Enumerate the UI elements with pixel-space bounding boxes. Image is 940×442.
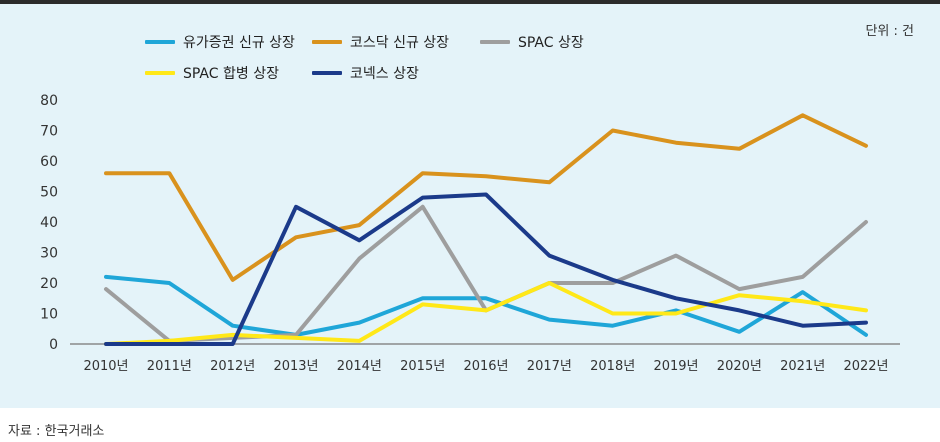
y-tick-label: 40 — [40, 215, 58, 231]
y-tick-label: 30 — [40, 246, 58, 262]
series-line-2 — [104, 204, 868, 343]
legend-label: SPAC 합병 상장 — [183, 66, 279, 82]
y-tick-label: 0 — [49, 337, 58, 353]
legend-item-kosdaq-new: 코스닥 신규 상장 — [312, 32, 449, 52]
y-tick-label: 50 — [40, 185, 58, 201]
x-tick-label: 2018년 — [590, 359, 635, 374]
x-tick-label: 2015년 — [400, 359, 445, 374]
x-tick-label: 2011년 — [147, 359, 192, 374]
legend-label: SPAC 상장 — [518, 35, 584, 51]
legend-item-kospi-new: 유가증권 신규 상장 — [145, 32, 295, 52]
series-line-3 — [104, 281, 868, 346]
y-tick-label: 80 — [40, 93, 58, 109]
x-tick-label: 2019년 — [653, 359, 698, 374]
legend-swatch-spac-merger — [145, 71, 175, 75]
unit-label: 단위 : 건 — [865, 24, 914, 39]
source-label: 자료 : 한국거래소 — [8, 424, 105, 439]
legend-label: 유가증권 신규 상장 — [183, 35, 295, 51]
x-tick-label: 2021년 — [780, 359, 825, 374]
x-tick-label: 2014년 — [337, 359, 382, 374]
legend-label: 코스닥 신규 상장 — [350, 35, 450, 51]
x-tick-label: 2022년 — [843, 359, 888, 374]
x-tick-label: 2017년 — [527, 359, 572, 374]
series-line-1 — [104, 113, 868, 282]
legend-swatch-kospi-new — [145, 40, 175, 44]
legend-item-spac-merger: SPAC 합병 상장 — [145, 63, 279, 83]
legend-item-spac: SPAC 상장 — [480, 32, 584, 52]
x-tick-label: 2013년 — [273, 359, 318, 374]
x-tick-label: 2020년 — [717, 359, 762, 374]
series-line-4 — [104, 192, 868, 346]
x-tick-label: 2010년 — [83, 359, 128, 374]
y-tick-label: 70 — [40, 124, 58, 140]
x-tick-label: 2012년 — [210, 359, 255, 374]
legend-swatch-spac — [480, 40, 510, 44]
y-tick-label: 20 — [40, 276, 58, 292]
top-divider — [0, 0, 940, 4]
legend-swatch-konex — [312, 71, 342, 75]
series-line-0 — [104, 274, 868, 337]
legend-item-konex: 코넥스 상장 — [312, 63, 419, 83]
y-tick-label: 60 — [40, 154, 58, 170]
legend-swatch-kosdaq-new — [312, 40, 342, 44]
x-tick-label: 2016년 — [463, 359, 508, 374]
y-tick-label: 10 — [40, 307, 58, 323]
legend-label: 코넥스 상장 — [350, 66, 419, 82]
